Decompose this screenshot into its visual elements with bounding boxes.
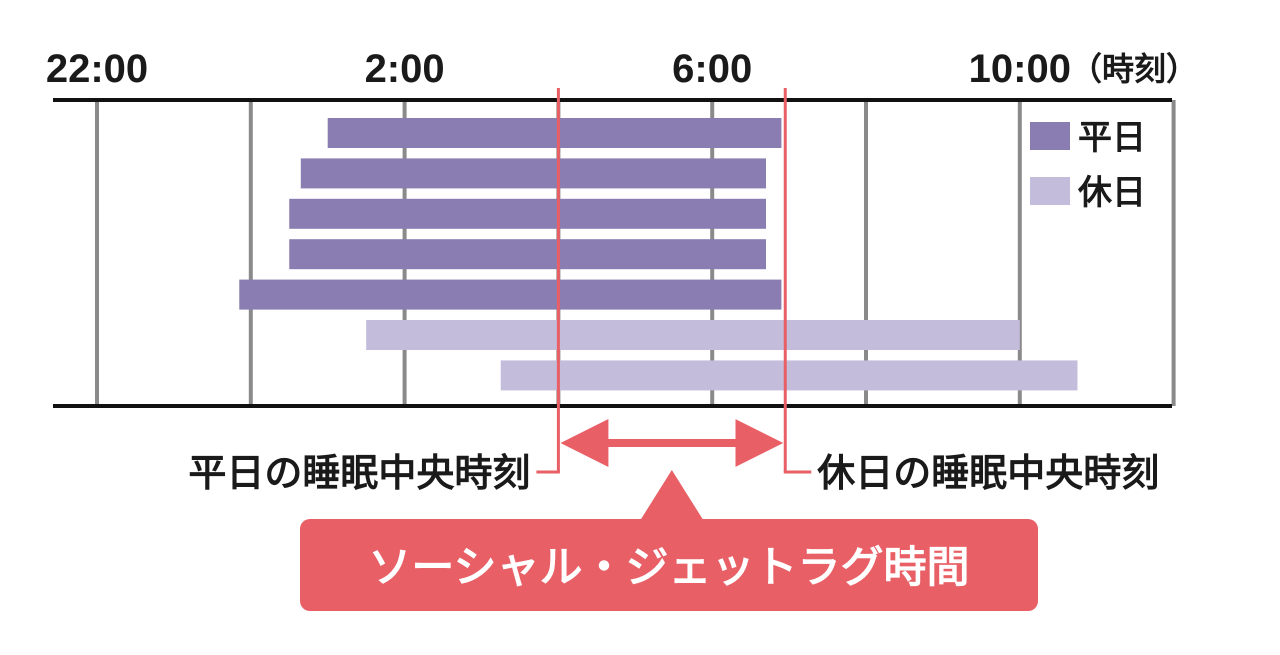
- sleep-bar-1: [327, 118, 782, 148]
- legend-swatch: [1030, 177, 1070, 205]
- callout-box: [300, 519, 1038, 611]
- legend-label: 休日: [1077, 173, 1146, 213]
- x-tick-label: 6:00: [672, 47, 752, 91]
- sleep-bar-7: [500, 360, 1078, 391]
- weekday-midpoint-label: 平日の睡眠中央時刻: [188, 451, 530, 495]
- callout-pointer: [639, 470, 704, 521]
- x-tick-label: 22:00: [46, 47, 148, 91]
- x-axis-unit-label: （時刻）: [1070, 50, 1198, 88]
- callout-text: ソーシャル・ジェットラグ時間: [368, 543, 969, 593]
- bars: [239, 118, 1078, 391]
- axis: [53, 98, 1172, 408]
- sleep-bar-3: [289, 198, 767, 229]
- callout: ソーシャル・ジェットラグ時間: [300, 470, 1038, 611]
- sleep-bar-2: [300, 158, 767, 189]
- midpoint-annotations: 平日の睡眠中央時刻 休日の睡眠中央時刻: [188, 88, 1159, 495]
- sleep-bar-5: [239, 279, 782, 310]
- legend-swatch: [1030, 122, 1070, 150]
- holiday-midpoint-label: 休日の睡眠中央時刻: [816, 451, 1159, 495]
- x-tick-label: 10:00: [969, 47, 1071, 91]
- sleep-bar-6: [366, 320, 1020, 350]
- x-tick-label: 2:00: [365, 47, 445, 91]
- x-tick-labels: 22:00 2:00 6:00 10:00: [46, 47, 1071, 91]
- legend-label: 平日: [1078, 118, 1146, 158]
- sleep-bar-4: [289, 239, 767, 270]
